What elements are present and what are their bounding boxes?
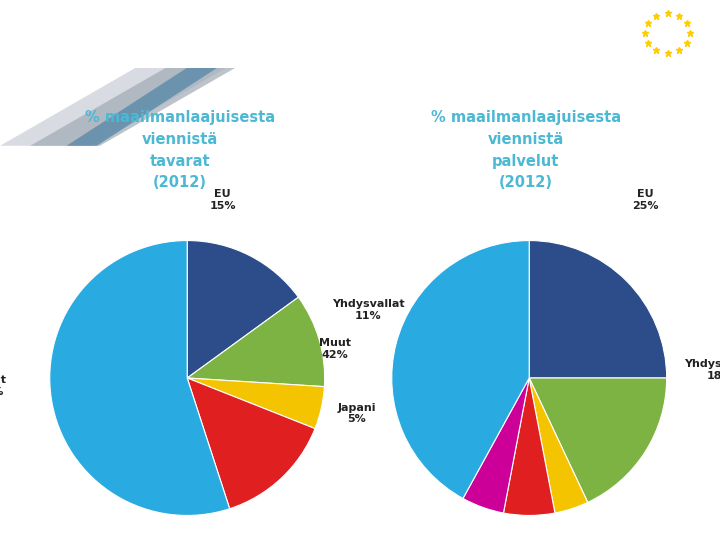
Wedge shape: [529, 378, 667, 502]
Polygon shape: [0, 68, 227, 146]
Polygon shape: [66, 68, 217, 146]
Wedge shape: [529, 240, 667, 378]
Wedge shape: [187, 378, 315, 509]
Wedge shape: [392, 240, 529, 498]
Wedge shape: [529, 378, 588, 513]
Wedge shape: [503, 378, 555, 516]
Wedge shape: [463, 378, 529, 513]
Wedge shape: [187, 378, 325, 429]
Wedge shape: [187, 240, 298, 378]
Text: % maailmanlaajuisesta
viennistä
palvelut
(2012): % maailmanlaajuisesta viennistä palvelut…: [431, 111, 621, 190]
Text: EU
15%: EU 15%: [210, 190, 236, 211]
Text: Yhdysvallat
18%: Yhdysvallat 18%: [684, 359, 720, 381]
Wedge shape: [187, 297, 325, 387]
Text: Muut
42%: Muut 42%: [319, 338, 351, 360]
Text: Yhdysvallat
11%: Yhdysvallat 11%: [332, 299, 405, 321]
Polygon shape: [30, 68, 236, 146]
Text: Japani
5%: Japani 5%: [338, 403, 377, 424]
Text: Muut
55%: Muut 55%: [0, 375, 6, 397]
Text: EU
25%: EU 25%: [632, 190, 659, 211]
Wedge shape: [50, 240, 230, 516]
Text: EU – kauppamahti: EU – kauppamahti: [22, 26, 233, 46]
Text: % maailmanlaajuisesta
viennistä
tavarat
(2012): % maailmanlaajuisesta viennistä tavarat …: [85, 111, 275, 190]
